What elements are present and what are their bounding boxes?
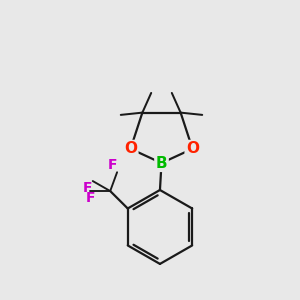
Text: F: F — [85, 191, 95, 205]
Text: O: O — [186, 141, 199, 156]
Text: B: B — [156, 155, 167, 170]
Text: F: F — [108, 158, 117, 172]
Text: F: F — [83, 181, 93, 195]
Text: O: O — [124, 141, 137, 156]
